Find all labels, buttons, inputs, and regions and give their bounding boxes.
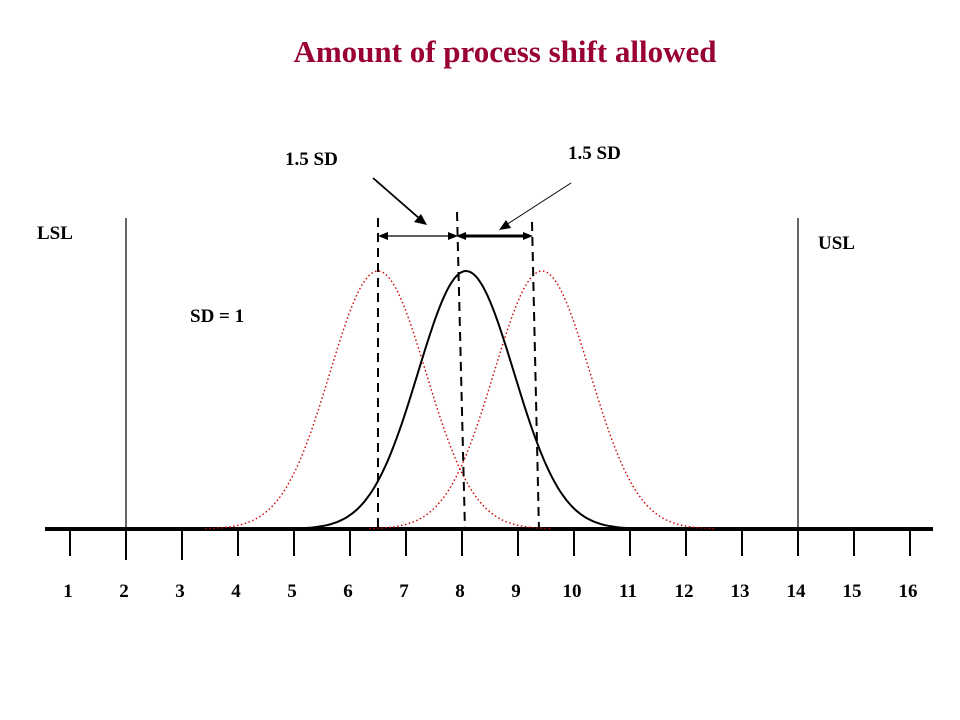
axis-tick-label-8: 8 <box>455 581 465 602</box>
axis-tick-label-1: 1 <box>63 581 73 602</box>
pointer-arrow-left <box>372 177 421 220</box>
arrowhead-right-inner <box>456 232 466 240</box>
pointer-arrow-right <box>505 182 572 226</box>
axis-tick-label-4: 4 <box>231 581 241 602</box>
sd-label: SD = 1 <box>190 306 244 327</box>
axis-tick-label-5: 5 <box>287 581 297 602</box>
axis-tick-label-12: 12 <box>675 581 694 602</box>
axis-tick-label-14: 14 <box>787 581 807 602</box>
axis-tick-label-13: 13 <box>731 581 750 602</box>
axis-tick-label-15: 15 <box>843 581 862 602</box>
shift-right-label: 1.5 SD <box>568 143 621 164</box>
axis-tick-label-7: 7 <box>399 581 409 602</box>
shifted-left-curve <box>205 270 551 530</box>
axis-tick-label-11: 11 <box>619 581 637 602</box>
axis-tick-label-3: 3 <box>175 581 185 602</box>
arrowhead-left-inner <box>448 232 458 240</box>
axis-tick-label-2: 2 <box>119 581 129 602</box>
pointer-arrowhead-left <box>414 214 427 225</box>
shift-left-label: 1.5 SD <box>285 149 338 170</box>
axis-tick-labels: 1 2 3 4 5 6 7 8 9 10 11 12 13 14 15 16 <box>63 581 917 602</box>
arrowhead-left-outer <box>378 232 388 240</box>
pointer-arrowhead-right <box>499 220 511 230</box>
axis-tick-label-9: 9 <box>511 581 521 602</box>
centered-curve <box>293 269 639 530</box>
axis-tick-label-16: 16 <box>899 581 918 602</box>
arrowhead-right-outer <box>523 232 533 240</box>
axis-tick-label-6: 6 <box>343 581 353 602</box>
slide-title: Amount of process shift allowed <box>293 34 717 69</box>
usl-label: USL <box>818 233 855 254</box>
shifted-right-curve <box>369 270 715 530</box>
lsl-label: LSL <box>37 223 73 244</box>
axis-tick-label-10: 10 <box>563 581 582 602</box>
axis-ticks <box>69 529 911 560</box>
right-shift-dashed-line <box>531 221 540 532</box>
center-dashed-line <box>456 211 466 532</box>
